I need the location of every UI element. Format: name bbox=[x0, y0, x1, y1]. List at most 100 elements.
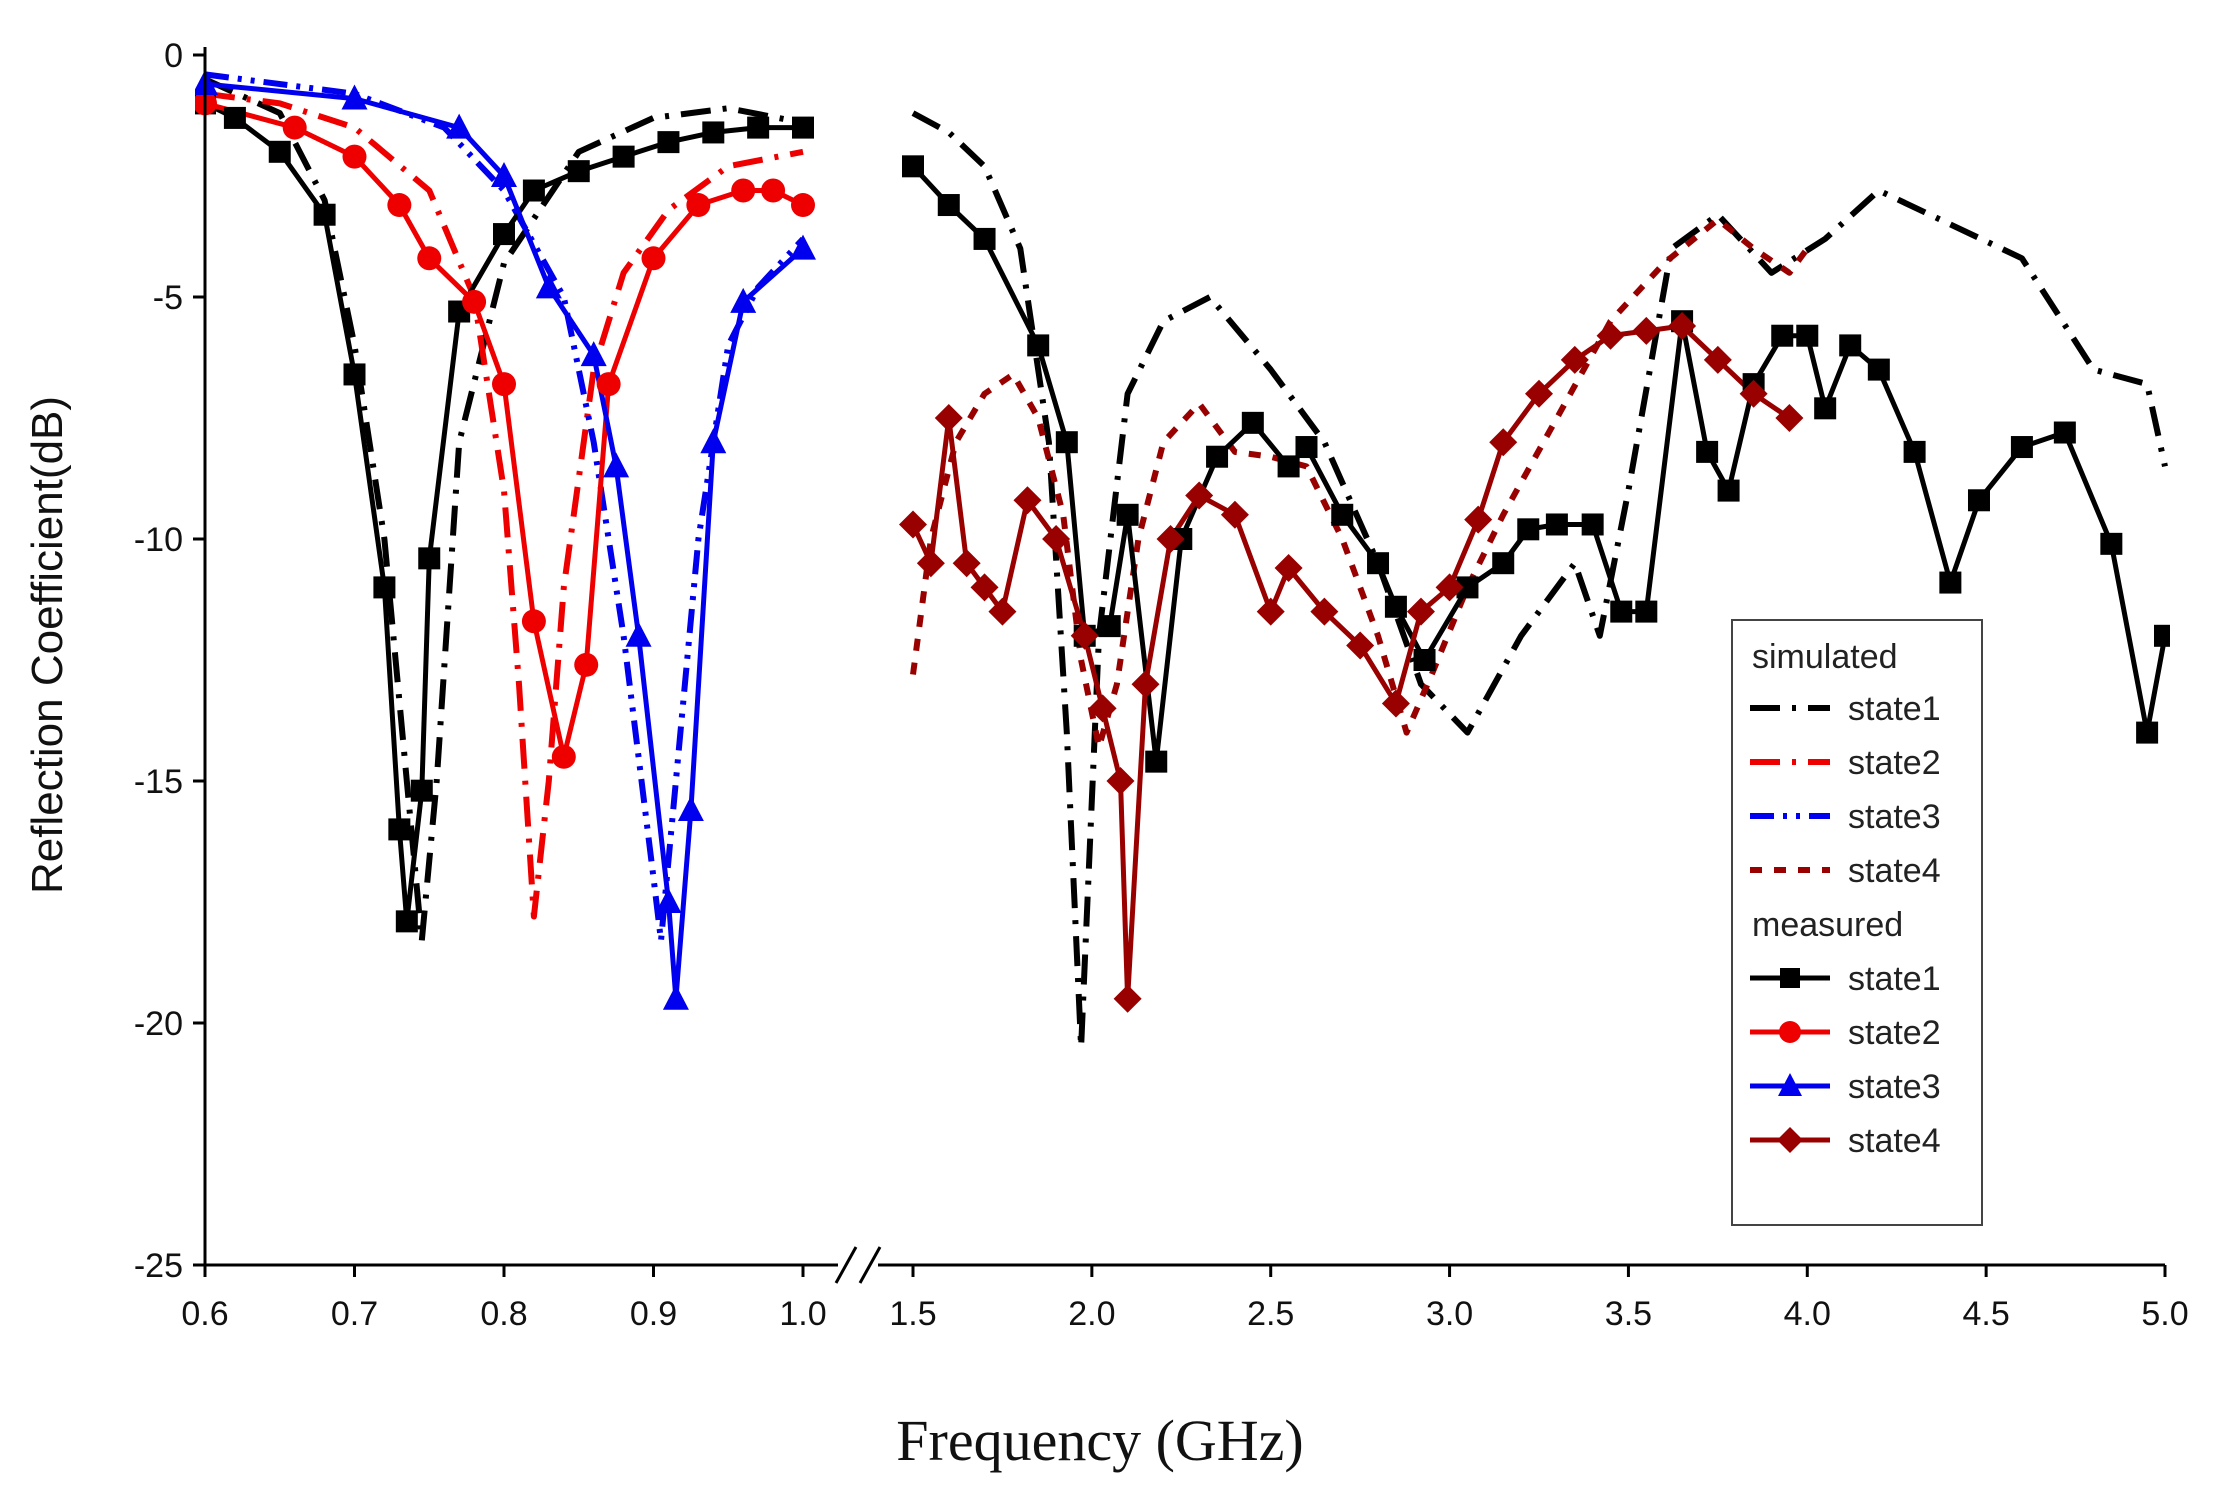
data-point-measured-state1 bbox=[373, 576, 396, 599]
data-point-measured-state1 bbox=[1796, 324, 1819, 347]
data-point-measured-state3 bbox=[662, 984, 689, 1010]
data-point-measured-state4 bbox=[1739, 379, 1768, 408]
data-point-measured-state4 bbox=[899, 510, 927, 539]
data-point-measured-state4 bbox=[1185, 481, 1214, 510]
data-point-measured-state3 bbox=[677, 796, 704, 822]
axis-break-mark bbox=[834, 1246, 858, 1284]
data-point-measured-state1 bbox=[1277, 455, 1300, 478]
series-line-simulated-state4 bbox=[910, 216, 1810, 751]
legend-label-simulated-state3: state3 bbox=[1848, 798, 1941, 836]
data-point-measured-state2 bbox=[791, 193, 815, 218]
series-line-measured-state3 bbox=[204, 81, 805, 1002]
data-point-measured-state2 bbox=[761, 178, 786, 203]
data-point-measured-state2 bbox=[387, 193, 412, 218]
data-point-measured-state4 bbox=[952, 549, 981, 578]
data-point-measured-state3 bbox=[446, 113, 473, 139]
data-point-measured-state1 bbox=[973, 227, 996, 250]
data-point-measured-state3 bbox=[625, 621, 652, 647]
data-point-measured-state4 bbox=[970, 573, 999, 602]
data-point-measured-state3 bbox=[655, 888, 682, 913]
x-tick-label: 1.0 bbox=[779, 1295, 826, 1333]
data-point-measured-state1 bbox=[567, 160, 590, 183]
x-tick-label: 2.0 bbox=[1068, 1295, 1115, 1333]
legend-label-measured-state1: state1 bbox=[1848, 960, 1941, 998]
data-point-measured-state1 bbox=[1581, 513, 1604, 536]
legend-label-measured-state3: state3 bbox=[1848, 1068, 1941, 1106]
data-point-measured-state1 bbox=[388, 818, 411, 841]
data-point-measured-state4 bbox=[1106, 767, 1135, 795]
x-tick-label: 5.0 bbox=[2141, 1295, 2188, 1333]
data-point-measured-state1 bbox=[1517, 518, 1540, 541]
data-point-measured-state1 bbox=[395, 910, 418, 933]
data-point-measured-state4 bbox=[1632, 316, 1661, 345]
legend-entries: state1 state2 state3 state4 state1 state2 stat… bbox=[1750, 690, 1941, 1160]
data-point-measured-state3 bbox=[730, 287, 757, 313]
data-point-measured-state1 bbox=[612, 145, 635, 168]
data-point-measured-state4 bbox=[1274, 554, 1303, 583]
data-point-measured-state3 bbox=[580, 341, 607, 367]
data-point-measured-state4 bbox=[1668, 312, 1697, 341]
data-point-measured-state4 bbox=[1310, 597, 1339, 626]
data-point-measured-state4 bbox=[1346, 631, 1375, 660]
data-point-measured-state2 bbox=[641, 246, 666, 271]
y-tick-label: -25 bbox=[134, 1247, 183, 1285]
data-point-measured-state2 bbox=[462, 289, 487, 314]
x-tick-label: 0.6 bbox=[181, 1295, 228, 1333]
data-point-measured-state4 bbox=[988, 597, 1017, 626]
data-point-measured-state4 bbox=[916, 549, 945, 578]
data-point-measured-state1 bbox=[792, 116, 814, 139]
data-point-measured-state3 bbox=[603, 452, 630, 478]
data-point-measured-state4 bbox=[1464, 505, 1493, 534]
data-point-measured-state1 bbox=[1635, 600, 1658, 623]
x-tick-label: 4.5 bbox=[1963, 1295, 2010, 1333]
x-tick-label: 1.5 bbox=[889, 1295, 936, 1333]
data-point-measured-state4 bbox=[1131, 670, 1160, 699]
data-point-measured-state2 bbox=[596, 372, 621, 397]
data-point-measured-state1 bbox=[1413, 649, 1436, 671]
data-point-measured-state1 bbox=[1456, 576, 1479, 599]
data-point-measured-state2 bbox=[686, 193, 711, 218]
legend-marker-measured-state2 bbox=[1779, 1021, 1801, 1043]
data-point-measured-state4 bbox=[1070, 621, 1099, 650]
x-tick-label: 0.8 bbox=[480, 1295, 527, 1333]
data-point-measured-state1 bbox=[2136, 721, 2159, 744]
data-point-measured-state1 bbox=[1384, 595, 1407, 618]
axis-ticks: 0 -5 -10 -15 -20 -25 0.6 0.7 0.8 0.9 1.0 1.5 2.0 2.5 3… bbox=[134, 37, 2189, 1333]
data-point-measured-state1 bbox=[343, 363, 366, 386]
y-tick-label: 0 bbox=[164, 37, 183, 75]
legend-label-measured-state4: state4 bbox=[1848, 1122, 1941, 1160]
data-point-measured-state1 bbox=[1331, 503, 1354, 526]
data-point-measured-state4 bbox=[1381, 689, 1410, 718]
x-tick-label: 4.0 bbox=[1784, 1295, 1831, 1333]
y-axis-title: Reflection Coefficient(dB) bbox=[23, 396, 72, 894]
data-point-measured-state4 bbox=[1560, 345, 1589, 374]
data-point-measured-state1 bbox=[1903, 440, 1926, 463]
data-point-measured-state1 bbox=[1839, 334, 1862, 357]
legend-group-simulated: simulated bbox=[1752, 638, 1898, 676]
data-point-measured-state2 bbox=[342, 144, 367, 169]
y-tick-label: -5 bbox=[153, 279, 183, 317]
data-point-measured-state4 bbox=[1703, 345, 1732, 374]
data-point-measured-state2 bbox=[574, 652, 599, 677]
series-line-simulated-state1 bbox=[911, 110, 2168, 1051]
data-point-measured-state1 bbox=[268, 140, 291, 163]
legend-marker-measured-state1 bbox=[1780, 968, 1800, 988]
series-markers bbox=[195, 70, 2170, 1013]
series-line-measured-state2 bbox=[204, 100, 805, 760]
data-point-measured-state1 bbox=[1545, 513, 1568, 536]
data-point-measured-state3 bbox=[790, 234, 816, 260]
data-point-measured-state1 bbox=[2100, 532, 2123, 555]
data-point-measured-state4 bbox=[1525, 379, 1553, 408]
data-point-measured-state4 bbox=[1775, 404, 1804, 432]
data-point-measured-state1 bbox=[1771, 324, 1794, 347]
data-point-measured-state1 bbox=[702, 121, 725, 144]
data-point-measured-state4 bbox=[1042, 525, 1071, 553]
x-tick-label: 2.5 bbox=[1247, 1295, 1294, 1333]
data-point-measured-state1 bbox=[1717, 479, 1740, 502]
x-tick-label: 0.9 bbox=[630, 1295, 677, 1333]
data-point-measured-state3 bbox=[700, 428, 727, 454]
data-point-measured-state4 bbox=[1013, 486, 1042, 515]
legend-group-measured: measured bbox=[1752, 906, 1903, 944]
data-point-measured-state4 bbox=[934, 404, 963, 432]
